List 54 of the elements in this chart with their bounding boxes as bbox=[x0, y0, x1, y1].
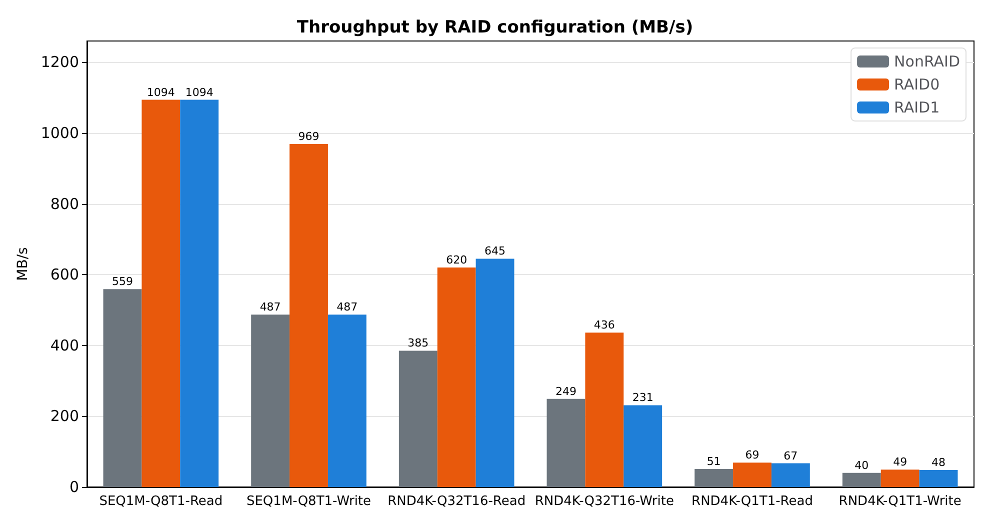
x-tick-label: RND4K-Q1T1-Read bbox=[692, 494, 813, 509]
data-label: 487 bbox=[336, 300, 358, 314]
legend-label: RAID1 bbox=[894, 98, 940, 116]
bar bbox=[880, 470, 920, 487]
data-label: 385 bbox=[408, 336, 429, 350]
y-tick-label: 1200 bbox=[40, 53, 79, 72]
y-tick-label: 400 bbox=[50, 336, 79, 354]
x-tick-label: RND4K-Q1T1-Write bbox=[838, 494, 962, 509]
data-label: 49 bbox=[893, 456, 908, 469]
bar bbox=[437, 268, 476, 487]
data-label: 40 bbox=[854, 458, 869, 472]
y-axis-title: MB/s bbox=[14, 247, 31, 281]
x-tick-label: RND4K-Q32T16-Write bbox=[534, 494, 674, 509]
bar bbox=[546, 398, 586, 487]
legend-label: NonRAID bbox=[894, 52, 960, 70]
x-tick-label: RND4K-Q32T16-Read bbox=[388, 494, 526, 509]
bar bbox=[328, 314, 366, 487]
x-tick-label: SEQ1M-Q8T1-Write bbox=[246, 494, 372, 509]
bar bbox=[103, 289, 142, 487]
data-label: 249 bbox=[555, 384, 576, 398]
data-label: 67 bbox=[784, 449, 798, 462]
bar bbox=[585, 332, 624, 487]
bar bbox=[733, 462, 772, 487]
bar bbox=[842, 472, 881, 487]
y-tick-label: 1000 bbox=[40, 124, 79, 142]
bar bbox=[624, 405, 662, 487]
data-label: 559 bbox=[112, 275, 133, 288]
data-label: 969 bbox=[298, 130, 320, 144]
chart-title: Throughput by RAID configuration (MB/s) bbox=[296, 18, 694, 38]
y-tick-label: 800 bbox=[50, 194, 79, 213]
bar bbox=[180, 100, 219, 487]
data-label: 620 bbox=[446, 254, 468, 267]
bar bbox=[476, 258, 514, 487]
data-label: 231 bbox=[632, 391, 654, 404]
data-label: 487 bbox=[260, 300, 281, 314]
data-label: 436 bbox=[594, 318, 615, 332]
data-label: 1094 bbox=[185, 86, 214, 99]
bar bbox=[694, 468, 734, 487]
bar bbox=[142, 100, 180, 487]
y-tick-label: 200 bbox=[50, 407, 79, 426]
data-label: 69 bbox=[745, 448, 760, 462]
y-tick-label: 0 bbox=[69, 478, 79, 496]
bar bbox=[251, 314, 290, 487]
bar bbox=[771, 463, 810, 487]
y-tick-label: 600 bbox=[50, 266, 79, 284]
data-label: 645 bbox=[484, 244, 506, 258]
data-label: 51 bbox=[706, 454, 721, 468]
bar bbox=[290, 144, 328, 487]
x-tick-label: SEQ1M-Q8T1-Read bbox=[99, 494, 223, 509]
legend-label: RAID0 bbox=[894, 76, 940, 94]
bar bbox=[919, 470, 958, 487]
data-label: 1094 bbox=[146, 86, 175, 99]
bar bbox=[398, 350, 438, 487]
data-label: 48 bbox=[932, 456, 946, 470]
